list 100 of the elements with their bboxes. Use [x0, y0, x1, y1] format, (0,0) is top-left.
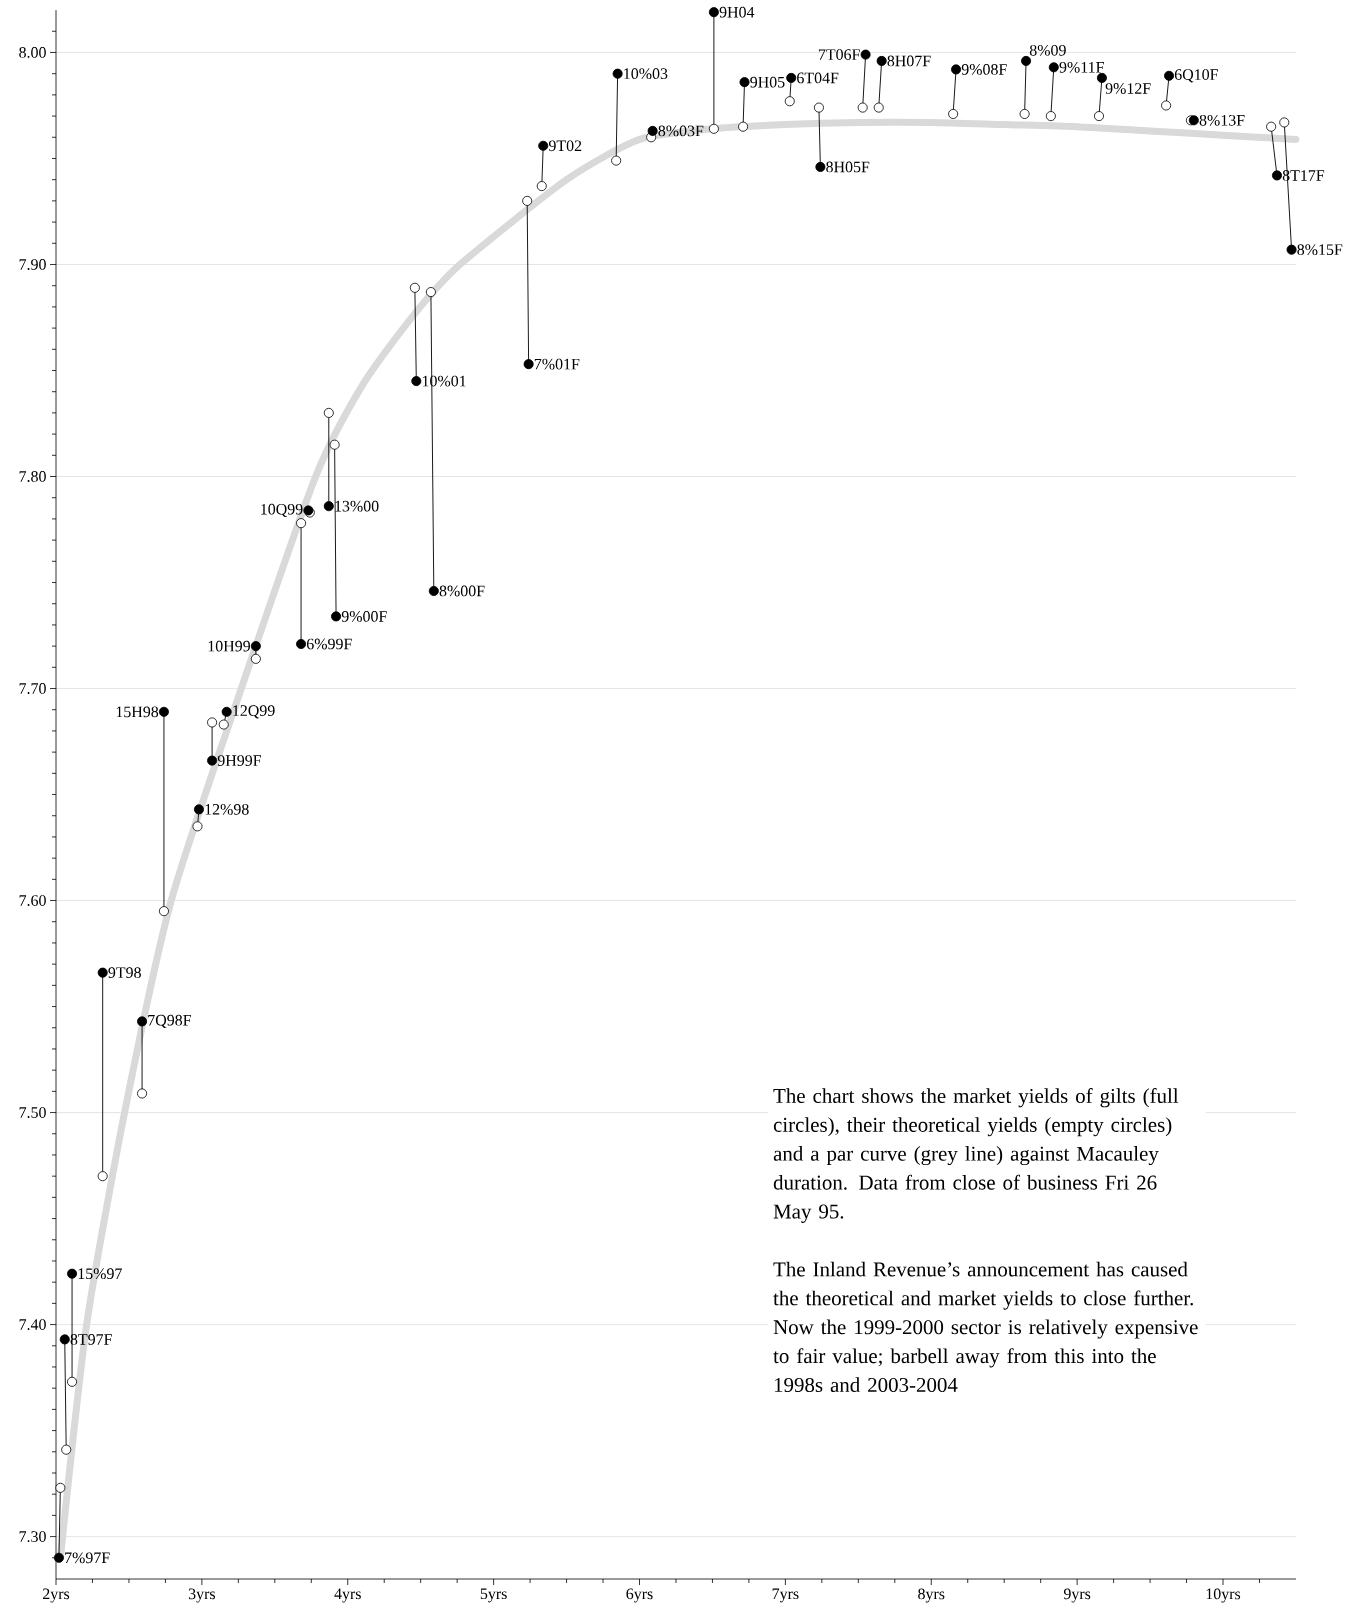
point: [522, 195, 533, 206]
annotation: 9%11F: [1059, 61, 1104, 73]
point: [329, 439, 340, 450]
point: [1271, 170, 1282, 181]
annotation: The Inland Revenue’s announcement has caused the theoretical and market yields to close further. Now the 1999-2000 sector is relatively expensive to fair value; barbell away from this into the 1998s and 2003-2004: [773, 1261, 1198, 1393]
point: [1286, 244, 1297, 255]
annotation: 9H04: [719, 6, 755, 18]
point: [296, 639, 307, 649]
point: [1019, 108, 1030, 119]
point: [250, 641, 261, 652]
annotation: 10%03: [624, 68, 668, 80]
point: [425, 287, 436, 298]
point: [860, 49, 871, 60]
annotation: 8%09: [1029, 44, 1066, 56]
point: [1045, 111, 1056, 122]
annotation: 8%13F: [1199, 114, 1245, 126]
y-tick-label: 7.60: [19, 895, 46, 906]
x-tick-label: 10yrs: [1206, 1588, 1241, 1603]
point: [738, 121, 749, 132]
x-tick-label: 4yrs: [334, 1588, 361, 1603]
annotation: 8H05F: [826, 161, 870, 173]
point: [536, 181, 547, 192]
annotation: 8%03F: [658, 125, 704, 137]
x-tick-label: 6yrs: [626, 1588, 653, 1603]
point: [815, 161, 826, 172]
point: [1094, 111, 1105, 122]
x-tick-label: 3yrs: [188, 1588, 216, 1603]
annotation: 9%08F: [961, 64, 1007, 75]
point: [218, 719, 229, 730]
point: [59, 1334, 70, 1345]
point: [786, 72, 797, 83]
point: [331, 611, 342, 622]
point: [876, 55, 887, 66]
point: [428, 586, 439, 596]
point: [137, 1016, 148, 1027]
point: [53, 1552, 64, 1563]
point: [873, 102, 884, 113]
annotation: 7T06F: [818, 49, 860, 60]
x-tick-label: 8yrs: [918, 1588, 945, 1603]
y-tick-label: 7.40: [19, 1319, 46, 1330]
point: [1096, 72, 1107, 83]
annotation: 7%97F: [65, 1552, 110, 1564]
point: [857, 102, 868, 113]
point: [296, 518, 307, 529]
point: [97, 1171, 108, 1182]
annotation: 7%01F: [534, 358, 580, 370]
annotation: 6%99F: [306, 638, 352, 650]
point: [221, 706, 232, 717]
annotation: 10H99: [208, 640, 250, 652]
point: [323, 501, 334, 512]
point: [207, 717, 218, 728]
point: [951, 64, 962, 75]
x-tick-label: 5yrs: [480, 1588, 507, 1603]
point: [708, 123, 719, 134]
annotation: 9%12F: [1105, 83, 1151, 94]
x-tick-label: 9yrs: [1063, 1588, 1091, 1603]
point: [67, 1268, 78, 1279]
point: [67, 1376, 78, 1387]
x-tick-label: 2yrs: [42, 1588, 70, 1603]
point: [1048, 62, 1059, 73]
annotation: 8%00F: [439, 585, 485, 597]
point: [61, 1444, 72, 1455]
x-tick-label: 7yrs: [772, 1588, 799, 1603]
y-tick-label: 8.00: [19, 47, 46, 58]
annotation: 9H99F: [217, 755, 261, 766]
annotation: 10Q99: [261, 503, 303, 518]
y-tick-label: 7.90: [19, 259, 46, 270]
point: [193, 804, 204, 815]
point: [55, 1482, 66, 1493]
point: [250, 653, 261, 664]
point: [1161, 100, 1172, 111]
point: [647, 125, 658, 136]
annotation: 8T97F: [70, 1334, 112, 1345]
point: [1164, 70, 1175, 81]
point: [611, 155, 622, 166]
annotation: 6T04F: [797, 72, 839, 84]
point: [1279, 117, 1290, 128]
point: [538, 140, 549, 151]
annotation: 8%15F: [1297, 244, 1343, 256]
point: [97, 967, 108, 978]
y-tick-label: 7.80: [19, 471, 46, 482]
point: [411, 376, 422, 387]
annotation: 7Q98F: [148, 1014, 191, 1028]
y-tick-label: 7.70: [19, 683, 46, 694]
annotation: 15%97: [78, 1268, 122, 1280]
point: [158, 906, 169, 917]
point: [1021, 55, 1032, 66]
annotation: 9H05: [750, 76, 785, 88]
annotation: 12%98: [205, 803, 249, 815]
y-tick-label: 7.30: [19, 1531, 46, 1542]
point: [784, 96, 795, 107]
annotation: 6Q10F: [1174, 69, 1218, 83]
annotation: 9T98: [108, 967, 141, 979]
annotation: The chart shows the market yields of gilts (full circles), their theoretical yields (empty circles) and a par curve (grey line) against Macauley duration. Data from close of business Fri 26 May 95.: [773, 1088, 1179, 1223]
annotation: 8H07F: [887, 55, 931, 67]
point: [207, 755, 218, 766]
point: [612, 68, 623, 79]
annotation: 15H98: [116, 706, 159, 718]
point: [708, 7, 719, 18]
point: [948, 108, 959, 119]
